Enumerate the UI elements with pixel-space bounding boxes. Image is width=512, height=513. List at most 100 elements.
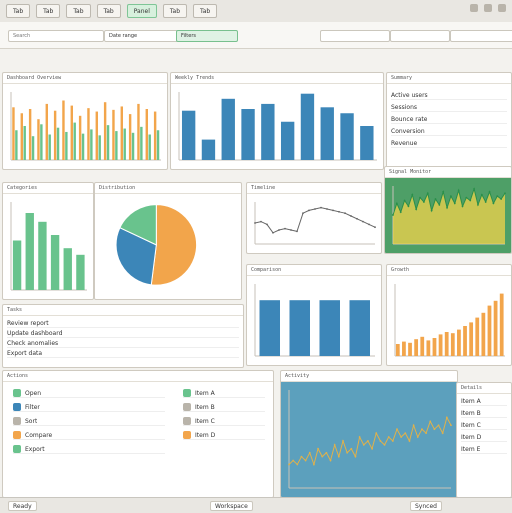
toolbar-pill[interactable] <box>390 30 450 42</box>
panel-area-chart: Signal Monitor <box>384 166 512 254</box>
panel-title: Timeline <box>251 185 276 191</box>
toolbar-pill[interactable] <box>320 30 390 42</box>
bar <box>432 338 437 356</box>
data-point <box>391 440 394 442</box>
side-item[interactable]: Item B <box>183 403 265 412</box>
data-point <box>290 229 292 231</box>
detail-row[interactable]: Item A <box>461 397 507 406</box>
data-point <box>425 432 427 435</box>
panel-title: Dashboard Overview <box>7 75 62 81</box>
list-item[interactable]: Conversion <box>391 127 507 136</box>
action-icon <box>13 445 21 453</box>
action-item[interactable]: Filter <box>13 403 165 412</box>
series-line <box>392 187 506 216</box>
status-left-text: Ready <box>13 502 32 510</box>
area-chart <box>385 178 511 253</box>
panel-header: Summary <box>387 73 511 84</box>
list-item[interactable]: Sessions <box>391 103 507 112</box>
data-point <box>260 220 262 223</box>
action-label: Open <box>25 389 42 397</box>
task-row[interactable]: Update dashboard <box>7 329 239 338</box>
data-point <box>421 428 423 431</box>
panel-title: Distribution <box>99 185 136 191</box>
bar-chart-1 <box>10 92 161 161</box>
panel-title: Growth <box>391 267 410 273</box>
tab-7[interactable]: Tab <box>193 4 218 18</box>
detail-row[interactable]: Item C <box>461 421 507 430</box>
task-row[interactable]: Export data <box>7 349 239 358</box>
detail-row[interactable]: Item E <box>461 445 507 454</box>
bar <box>469 322 474 356</box>
data-point <box>438 203 441 206</box>
list-item[interactable]: Revenue <box>391 139 507 148</box>
tab-panel-active[interactable]: Panel <box>126 4 157 18</box>
filters-button[interactable]: Filters <box>176 30 238 42</box>
bar <box>289 300 310 356</box>
data-point <box>408 440 411 442</box>
bar <box>148 134 151 160</box>
tab-6[interactable]: Tab <box>162 4 188 18</box>
list-item[interactable]: Active users <box>391 91 507 100</box>
data-point <box>304 459 307 462</box>
action-item[interactable]: Compare <box>13 431 165 440</box>
data-point <box>433 428 436 431</box>
action-item[interactable]: Open <box>13 389 165 398</box>
task-label: Update dashboard <box>7 329 63 337</box>
bar <box>475 317 480 356</box>
side-label: Item C <box>195 417 215 425</box>
task-row[interactable]: Check anomalies <box>7 339 239 348</box>
file-icon <box>183 403 191 411</box>
tab-1[interactable]: Tab <box>6 4 31 18</box>
data-point <box>338 210 340 213</box>
file-icon <box>183 417 191 425</box>
data-point <box>445 416 448 419</box>
data-point <box>480 193 483 196</box>
detail-row[interactable]: Item B <box>461 409 507 418</box>
data-point <box>342 440 344 442</box>
tab-3[interactable]: Tab <box>66 4 91 18</box>
close-icon[interactable] <box>498 4 506 12</box>
minimize-icon[interactable] <box>470 4 478 12</box>
side-item[interactable]: Item C <box>183 417 265 426</box>
data-point <box>422 201 425 203</box>
panel-title: Weekly Trends <box>175 75 215 81</box>
tab-2[interactable]: Tab <box>36 4 61 18</box>
list-item[interactable]: Bounce rate <box>391 115 507 124</box>
panel-title: Categories <box>7 185 38 191</box>
data-point <box>329 459 332 462</box>
data-point <box>465 196 468 199</box>
data-point <box>450 424 452 427</box>
bar <box>37 119 40 160</box>
data-point <box>317 447 319 450</box>
search-input[interactable]: Search <box>8 30 104 42</box>
bar <box>25 213 34 290</box>
data-point <box>403 199 406 202</box>
data-point <box>426 192 429 195</box>
data-point <box>411 193 414 196</box>
bar <box>123 128 126 160</box>
toolbar-pill[interactable] <box>450 30 512 42</box>
bar <box>493 300 498 356</box>
bar <box>103 102 107 160</box>
bar <box>65 131 68 160</box>
series-line <box>254 207 376 234</box>
bar <box>56 127 60 160</box>
task-row[interactable]: Review report <box>7 319 239 328</box>
side-label: Item A <box>195 389 215 397</box>
line-chart-1 <box>254 202 376 245</box>
side-item[interactable]: Item A <box>183 389 265 398</box>
action-item[interactable]: Export <box>13 445 165 454</box>
bar <box>145 109 148 160</box>
detail-row[interactable]: Item D <box>461 433 507 442</box>
data-point <box>308 209 310 212</box>
action-item[interactable]: Sort <box>13 417 165 426</box>
tab-4[interactable]: Tab <box>96 4 121 18</box>
top-tabs: Tab Tab Tab Tab Panel Tab Tab <box>6 4 218 18</box>
side-item[interactable]: Item D <box>183 431 265 440</box>
list-item-label: Revenue <box>391 139 418 147</box>
bar <box>63 248 72 290</box>
maximize-icon[interactable] <box>484 4 492 12</box>
date-range-selector[interactable]: Date range <box>104 30 178 42</box>
data-point <box>350 447 353 450</box>
status-bar: Ready Workspace Synced <box>0 497 512 513</box>
